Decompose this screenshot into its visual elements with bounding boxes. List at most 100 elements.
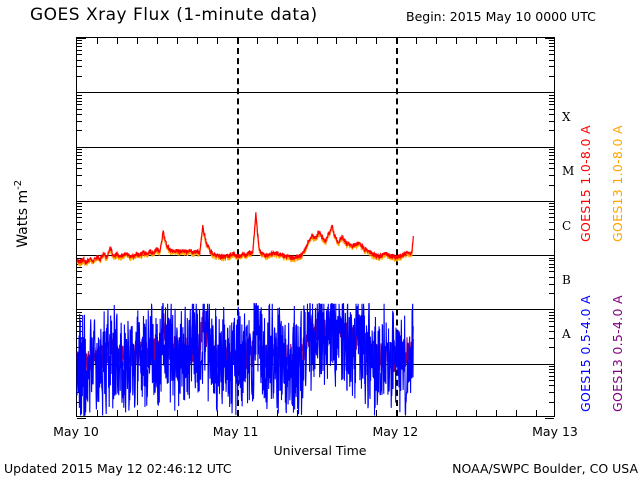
y-tick-major [77,200,86,202]
gridline [77,146,554,148]
y-tick-minor [549,317,554,319]
x-tick [456,38,458,44]
y-tick-minor [77,75,82,77]
y-tick-minor [549,368,554,370]
page-title: GOES Xray Flux (1-minute data) [30,5,318,25]
x-tick [156,38,158,44]
x-tick [256,38,258,44]
x-tick [116,410,118,416]
y-tick-minor [77,293,82,295]
y-tick-major [77,146,86,148]
y-tick-minor [549,222,554,224]
flare-class-label-m: M [562,164,575,179]
flare-class-label-c: C [562,218,572,233]
y-tick-major [77,92,86,94]
x-tick [216,410,218,416]
x-tick [96,410,98,416]
x-tick [416,410,418,416]
y-tick-minor [77,184,82,186]
y-tick-minor [77,59,82,61]
y-tick-minor [549,347,554,349]
x-tick [176,38,178,44]
y-tick-minor [549,293,554,295]
trace-line [76,212,414,266]
x-tick [536,38,538,44]
y-tick-minor [549,40,554,42]
y-tick-minor [549,158,554,160]
y-tick-minor [77,217,82,219]
legend-item-3: GOES15 0.5-4.0 A [578,295,593,412]
x-tick [136,38,138,44]
flare-class-label-a: A [562,327,571,342]
y-tick-major [545,255,554,257]
x-tick [436,38,438,44]
y-tick-minor [77,311,82,313]
y-tick-major [77,309,86,311]
y-tick-minor [549,59,554,61]
x-tick [276,410,278,416]
y-tick-minor [549,271,554,273]
y-tick-minor [549,108,554,110]
y-tick-minor [549,54,554,56]
y-tick-minor [549,162,554,164]
legend-item-4: GOES13 0.5-4.0 A [610,295,625,412]
y-tick-minor [549,94,554,96]
y-tick-minor [77,206,82,208]
y-tick-minor [549,283,554,285]
y-tick-minor [549,97,554,99]
x-tick [336,38,338,44]
y-tick-minor [77,94,82,96]
y-tick-minor [549,50,554,52]
trace-line [76,303,414,417]
x-tick [256,410,258,416]
y-tick-minor [77,50,82,52]
x-tick [496,38,498,44]
y-tick-minor [549,168,554,170]
y-tick-minor [77,222,82,224]
updated-timestamp: Updated 2015 May 12 02:46:12 UTC [4,461,232,476]
y-tick-minor [77,113,82,115]
y-tick-major [545,363,554,365]
y-tick-minor [77,229,82,231]
data-traces [76,212,414,417]
x-tick [336,410,338,416]
y-tick-minor [549,46,554,48]
y-tick-minor [549,401,554,403]
y-tick-minor [77,209,82,211]
y-tick-minor [77,46,82,48]
x-tick [316,410,318,416]
x-tick [416,38,418,44]
x-tick [476,38,478,44]
x-tick [276,38,278,44]
y-tick-minor [77,66,82,68]
trace-line [76,214,414,268]
y-tick-minor [77,40,82,42]
y-tick-minor [549,113,554,115]
x-tick-label: May 11 [212,424,259,439]
x-tick [136,410,138,416]
x-tick [516,410,518,416]
x-tick [156,410,158,416]
y-tick-minor [549,267,554,269]
y-tick-minor [549,217,554,219]
y-tick-minor [549,209,554,211]
y-tick-major [545,200,554,202]
y-tick-minor [549,260,554,262]
y-tick-minor [549,238,554,240]
y-tick-minor [549,229,554,231]
y-tick-minor [77,271,82,273]
gridline [77,92,554,94]
y-axis-title-exponent: -2 [13,179,25,190]
y-tick-minor [77,238,82,240]
y-tick-minor [549,75,554,77]
y-tick-minor [77,130,82,132]
y-tick-minor [549,366,554,368]
flare-class-label-x: X [562,110,571,125]
y-tick-minor [549,212,554,214]
y-tick-minor [549,154,554,156]
x-tick [196,38,198,44]
x-tick [296,410,298,416]
y-tick-minor [549,331,554,333]
y-tick-minor [77,203,82,205]
